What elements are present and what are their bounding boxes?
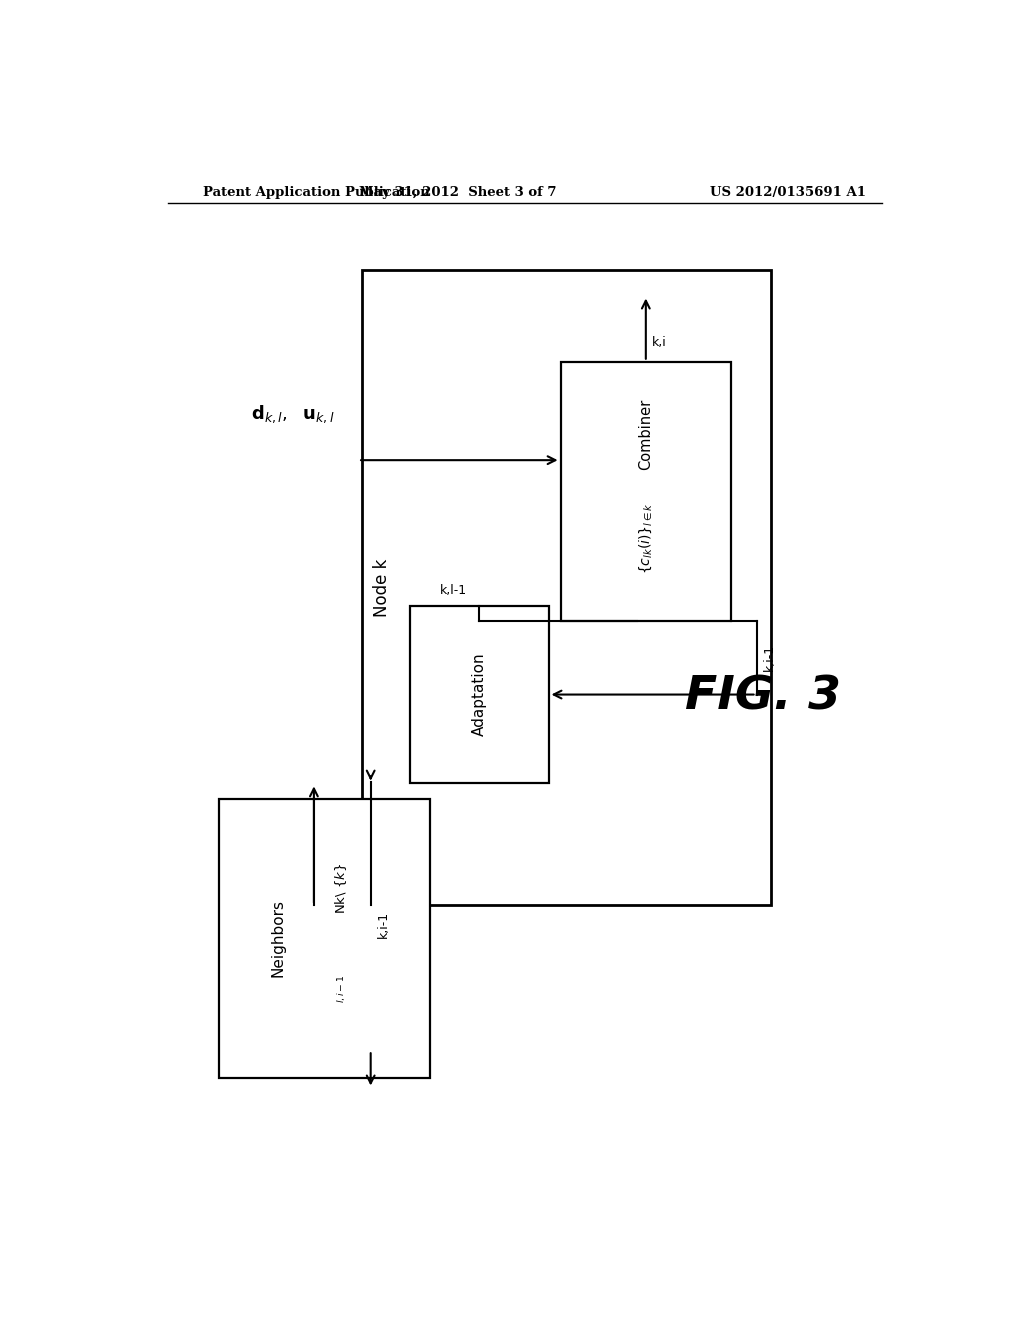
Text: k,i-1: k,i-1 (763, 644, 776, 672)
Text: Node k: Node k (373, 558, 391, 616)
Text: Neighbors: Neighbors (270, 899, 286, 978)
Bar (560, 362, 731, 620)
Text: k,i-1: k,i-1 (377, 911, 390, 939)
Text: Adaptation: Adaptation (472, 652, 486, 737)
Text: $_{l,i-1}$: $_{l,i-1}$ (335, 974, 348, 1003)
Text: Combiner: Combiner (638, 399, 653, 470)
Text: $\mathbf{d}_{k,l}$$,$  $\mathbf{u}_{k,l}$: $\mathbf{d}_{k,l}$$,$ $\mathbf{u}_{k,l}$ (251, 404, 334, 425)
Text: May 31, 2012  Sheet 3 of 7: May 31, 2012 Sheet 3 of 7 (358, 186, 556, 199)
Bar (362, 271, 771, 906)
Bar (219, 799, 430, 1078)
Bar (410, 606, 549, 784)
Text: FIG. 3: FIG. 3 (685, 675, 841, 719)
Text: Nk\ $\{k\}$: Nk\ $\{k\}$ (333, 862, 349, 913)
Text: k,i: k,i (652, 337, 667, 350)
Text: k,l-1: k,l-1 (440, 585, 467, 598)
Text: $\{c_{lk}(i)\}_{l\in k}$: $\{c_{lk}(i)\}_{l\in k}$ (638, 502, 654, 574)
Text: US 2012/0135691 A1: US 2012/0135691 A1 (710, 186, 866, 199)
Text: Patent Application Publication: Patent Application Publication (204, 186, 430, 199)
